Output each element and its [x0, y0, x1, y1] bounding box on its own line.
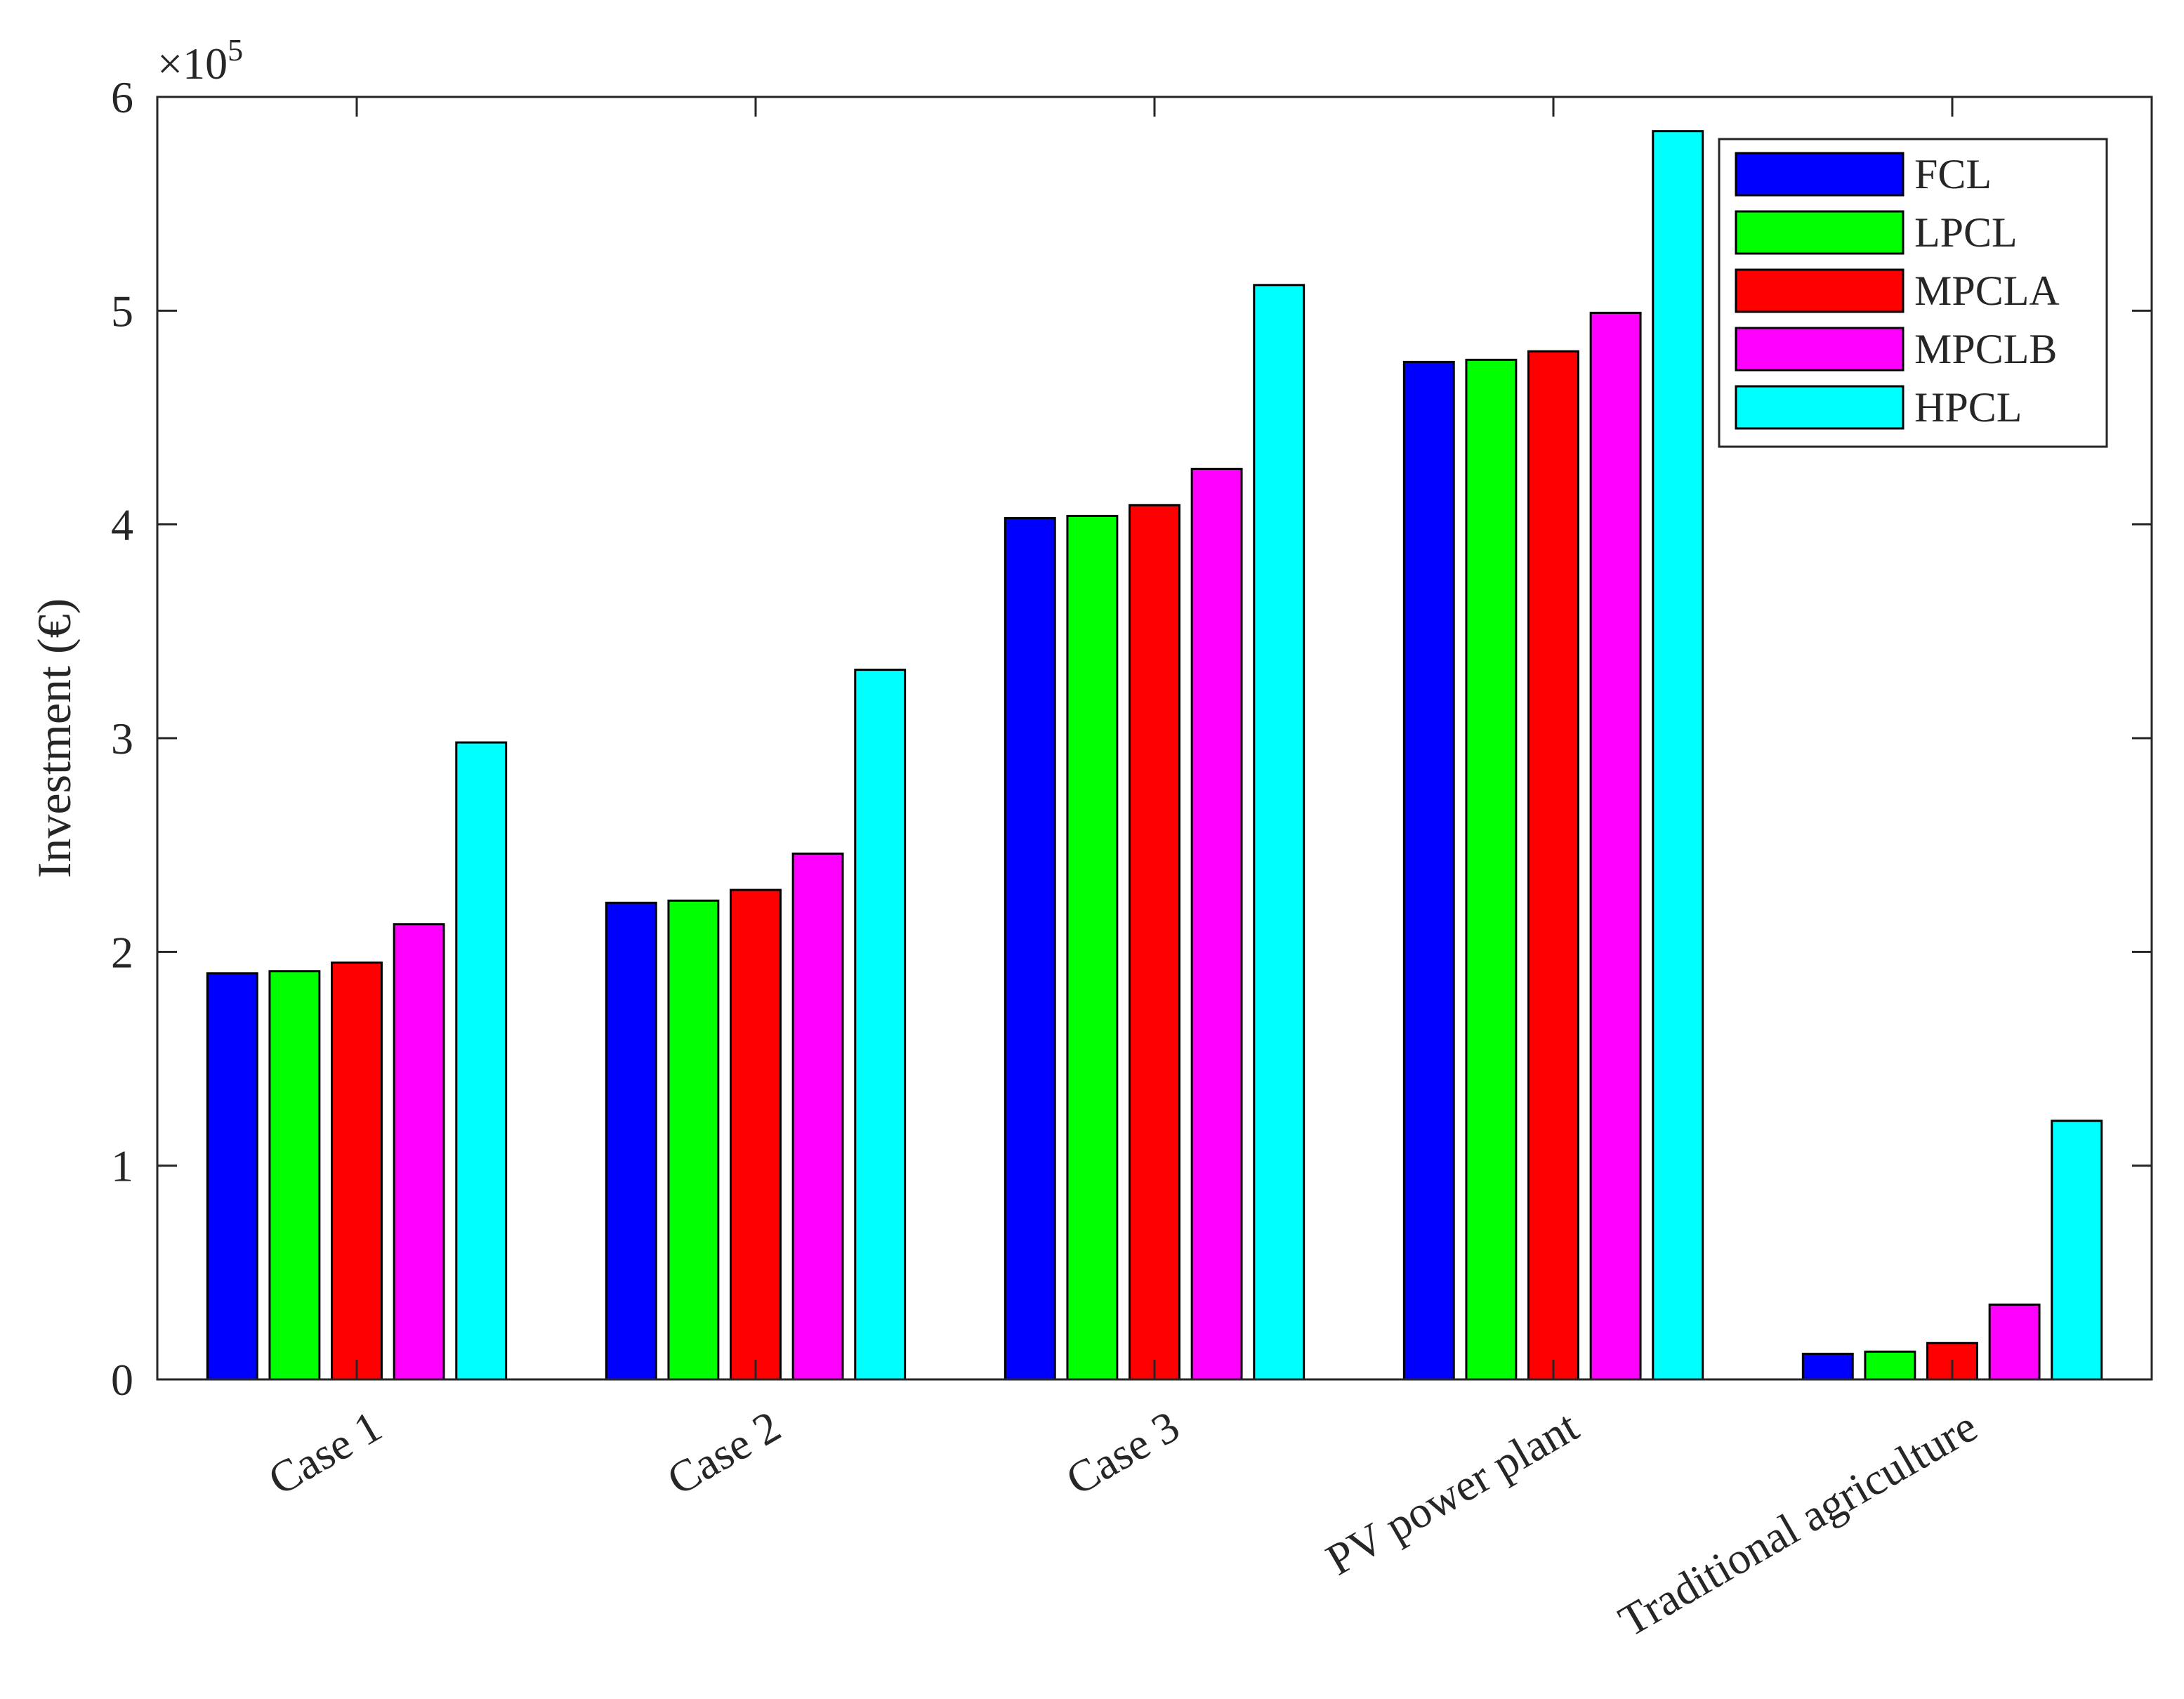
legend-swatch-lpcl: [1735, 210, 1905, 255]
legend-swatch-mpclb: [1735, 327, 1905, 372]
bar-lpcl-3: [1066, 514, 1119, 1381]
x-tick-label: Case 2: [659, 1401, 789, 1505]
y-tick-label: 0: [111, 1355, 133, 1405]
legend-label-hpcl: HPCL: [1914, 384, 2022, 431]
bar-mpcla-4: [1527, 350, 1579, 1381]
y-axis-exponent-label: ×105: [157, 33, 243, 88]
bar-mpclb-2: [791, 852, 844, 1381]
y-axis-exponent-base: ×10: [157, 39, 228, 88]
bar-hpcl-2: [854, 669, 907, 1381]
y-axis-exponent-power: 5: [228, 33, 243, 67]
legend-swatch-fcl: [1735, 152, 1905, 197]
legend-label-mpcla: MPCLA: [1914, 268, 2060, 314]
bar-fcl-3: [1004, 517, 1056, 1381]
bar-hpcl-1: [455, 741, 508, 1381]
bar-mpcla-1: [331, 962, 383, 1381]
bar-hpcl-3: [1253, 284, 1305, 1381]
y-axis: 0 1 2 3 4 5 6: [111, 72, 2152, 1405]
x-tick-label: PV power plant: [1318, 1401, 1587, 1585]
legend-label-lpcl: LPCL: [1914, 209, 2018, 256]
bar-mpcla-3: [1129, 504, 1180, 1381]
bar-fcl-1: [206, 972, 258, 1381]
bar-mpcla-2: [730, 888, 782, 1381]
legend: FCL LPCL MPCLA MPCLB HPCL: [1718, 138, 2108, 448]
x-tick-label: Traditional agriculture: [1610, 1401, 1985, 1646]
y-tick-label: 6: [111, 72, 133, 122]
bar-fcl-2: [605, 901, 657, 1381]
legend-swatch-hpcl: [1735, 385, 1905, 430]
y-tick-label: 3: [111, 714, 133, 763]
bar-hpcl-4: [1652, 130, 1704, 1381]
y-tick-label: 2: [111, 927, 133, 977]
bar-lpcl-1: [268, 970, 321, 1381]
y-tick-label: 1: [111, 1141, 133, 1191]
bar-fcl-4: [1402, 360, 1455, 1381]
bar-mpclb-4: [1589, 311, 1642, 1381]
bar-fcl-5: [1801, 1352, 1854, 1381]
y-tick-label: 4: [111, 500, 133, 550]
legend-label-fcl: FCL: [1914, 151, 1992, 197]
bar-mpclb-5: [1988, 1303, 2041, 1381]
y-tick-label: 5: [111, 286, 133, 336]
bar-lpcl-5: [1864, 1350, 1916, 1381]
y-axis-label: Investment (€): [27, 598, 81, 878]
bar-lpcl-2: [667, 899, 720, 1381]
x-tick-label: Case 3: [1058, 1401, 1188, 1505]
x-tick-label: Case 1: [260, 1401, 390, 1505]
bar-lpcl-4: [1465, 358, 1518, 1381]
legend-label-mpclb: MPCLB: [1914, 326, 2057, 372]
bar-mpclb-1: [393, 923, 445, 1381]
bar-hpcl-5: [2051, 1120, 2103, 1381]
legend-swatch-mpcla: [1735, 268, 1905, 313]
bar-mpclb-3: [1190, 468, 1243, 1381]
bars-layer: [206, 130, 2103, 1381]
